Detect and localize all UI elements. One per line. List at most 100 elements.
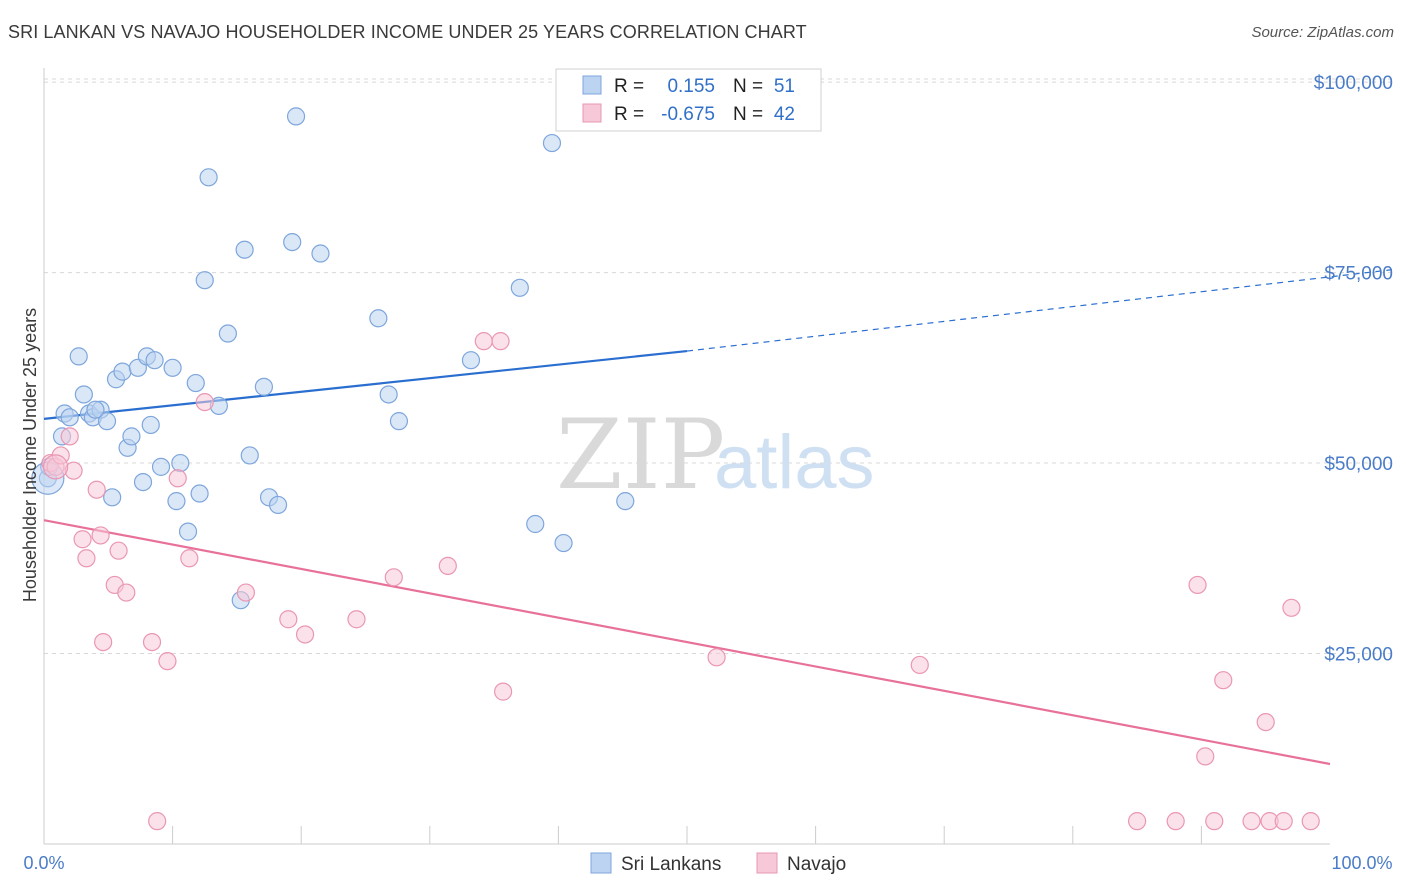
watermark-atlas: atlas: [714, 420, 875, 505]
point-navajo: [1127, 812, 1147, 831]
legend-r-value-1: 0.155: [667, 76, 715, 97]
point-navajo: [236, 583, 256, 602]
series-sri-lankans-points: [31, 107, 635, 610]
trend-line-sri-lankans: [43, 349, 688, 420]
point-sri-lankans: [254, 377, 274, 396]
point-sri-lankans: [283, 232, 302, 252]
point-navajo: [148, 812, 167, 831]
point-sri-lankans: [268, 495, 288, 515]
legend-n-label-1: N =: [733, 76, 763, 97]
y-tick-label: $50,000: [1324, 454, 1393, 475]
bottom-legend-swatch-pink: [756, 852, 778, 874]
point-navajo: [1196, 747, 1215, 766]
point-sri-lankans: [554, 533, 573, 553]
bottom-legend-swatch-blue: [590, 852, 612, 874]
point-navajo: [384, 568, 403, 587]
x-tick-label-max: 100.0%: [1331, 853, 1392, 873]
legend-swatch-pink: [582, 103, 602, 123]
point-navajo: [60, 427, 79, 446]
point-navajo: [117, 583, 136, 602]
point-navajo: [707, 648, 726, 667]
point-sri-lankans: [171, 453, 190, 473]
point-navajo: [438, 556, 457, 576]
y-axis-label: Householder Income Under 25 years: [20, 308, 40, 602]
legend-swatch-blue: [582, 75, 602, 95]
point-sri-lankans: [60, 408, 79, 427]
source-label: Source: ZipAtlas.com: [1251, 24, 1394, 41]
point-sri-lankans: [369, 309, 388, 328]
point-navajo: [1256, 712, 1275, 732]
watermark: ZIP atlas: [556, 399, 875, 511]
point-sri-lankans: [235, 240, 254, 259]
point-navajo: [91, 526, 110, 545]
point-sri-lankans: [286, 107, 306, 126]
legend-r-label-2: R =: [614, 104, 644, 125]
point-sri-lankans: [122, 427, 141, 446]
trend-line-sri-lankans-extension: [686, 269, 1393, 352]
bottom-legend-sri-lankans: Sri Lankans: [621, 854, 721, 875]
point-sri-lankans: [379, 385, 398, 404]
point-sri-lankans: [186, 373, 205, 393]
point-navajo: [1166, 812, 1185, 831]
point-sri-lankans: [141, 415, 160, 435]
point-sri-lankans: [74, 385, 93, 404]
point-sri-lankans: [195, 271, 214, 290]
point-navajo: [1301, 812, 1320, 831]
point-sri-lankans: [113, 362, 132, 381]
point-sri-lankans: [133, 472, 153, 492]
point-sri-lankans: [97, 412, 117, 431]
point-navajo: [910, 655, 929, 675]
point-navajo: [195, 392, 214, 412]
point-sri-lankans: [510, 278, 529, 297]
point-navajo: [180, 549, 199, 568]
point-sri-lankans: [526, 514, 545, 534]
y-tick-labels: $25,000 $50,000 $75,000 $100,000: [1314, 73, 1393, 665]
legend-r-value-2: -0.675: [661, 104, 715, 125]
point-sri-lankans: [199, 168, 218, 187]
point-sri-lankans: [542, 133, 562, 153]
point-sri-lankans: [151, 457, 171, 476]
point-navajo: [491, 332, 510, 351]
trend-line-navajo: [43, 519, 1331, 766]
stats-legend: R = 0.155 N = 51 R = -0.675 N = 42: [555, 68, 822, 132]
point-navajo: [347, 610, 366, 629]
bottom-legend-navajo: Navajo: [787, 854, 846, 875]
point-navajo: [94, 632, 113, 652]
point-navajo: [109, 541, 128, 560]
grid-lines: [44, 78, 1392, 655]
point-navajo: [142, 632, 162, 652]
point-navajo: [1282, 598, 1301, 617]
legend-n-value-2: 42: [774, 104, 795, 125]
point-sri-lankans: [69, 347, 88, 366]
point-sri-lankans: [240, 446, 259, 465]
point-sri-lankans: [145, 351, 164, 370]
legend-r-label-1: R =: [614, 76, 644, 97]
point-navajo: [494, 682, 513, 701]
point-navajo: [73, 530, 92, 549]
point-sri-lankans: [190, 484, 209, 503]
y-tick-label: $25,000: [1324, 645, 1393, 666]
chart-title: SRI LANKAN VS NAVAJO HOUSEHOLDER INCOME …: [8, 22, 807, 42]
legend-n-label-2: N =: [733, 104, 763, 125]
point-navajo: [295, 625, 315, 644]
point-navajo: [1214, 671, 1233, 690]
point-navajo: [87, 480, 106, 499]
x-tick-labels: 0.0% 100.0%: [23, 853, 1392, 873]
point-navajo: [1274, 812, 1293, 831]
point-navajo: [77, 549, 96, 568]
point-sri-lankans: [178, 522, 198, 541]
axes: [43, 68, 1330, 845]
point-sri-lankans: [218, 324, 237, 343]
series-navajo-points: [41, 332, 1320, 831]
point-navajo: [1205, 812, 1224, 831]
point-navajo: [474, 332, 493, 351]
y-tick-label: $75,000: [1324, 264, 1393, 285]
y-tick-label: $100,000: [1314, 73, 1393, 94]
point-sri-lankans: [86, 400, 105, 419]
trend-lines: [43, 269, 1393, 766]
point-sri-lankans: [163, 358, 182, 377]
watermark-zip: ZIP: [556, 399, 725, 511]
point-sri-lankans: [461, 351, 481, 370]
point-sri-lankans: [311, 244, 330, 263]
point-sri-lankans: [389, 412, 409, 431]
